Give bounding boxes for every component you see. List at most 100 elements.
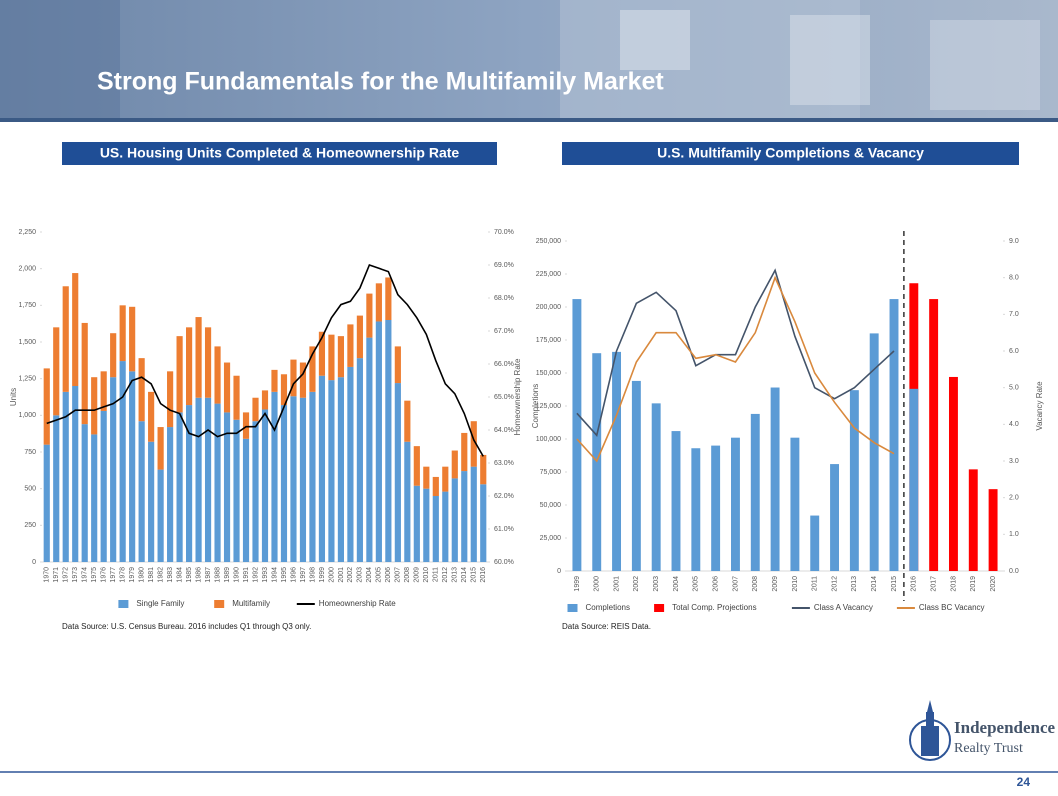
bar bbox=[461, 432, 468, 472]
bar bbox=[62, 391, 69, 562]
chart-title: U.S. Multifamily Completions & Vacancy bbox=[657, 145, 924, 161]
x-tick-label: 1992 bbox=[252, 567, 259, 583]
bar bbox=[869, 333, 879, 571]
bar bbox=[167, 427, 174, 562]
y-tick-label: 1,000 bbox=[18, 412, 36, 419]
bar bbox=[223, 412, 231, 562]
bar bbox=[347, 366, 354, 562]
y-tick-label: 1,750 bbox=[18, 302, 36, 309]
bar bbox=[214, 346, 221, 404]
bar bbox=[404, 400, 411, 442]
y-tick-label: 200,000 bbox=[536, 304, 561, 311]
x-tick-label: 2016 bbox=[480, 567, 487, 583]
chart: U.S. Multifamily Completions & Vacancy 0 2… bbox=[531, 142, 1044, 631]
x-tick-label: 2010 bbox=[423, 567, 430, 583]
bar bbox=[337, 336, 344, 378]
bar bbox=[148, 441, 155, 562]
bar bbox=[110, 377, 117, 562]
x-tick-label: 2013 bbox=[452, 567, 459, 583]
y-tick-label: 2,250 bbox=[18, 229, 36, 236]
x-tick-label: 2004 bbox=[366, 567, 373, 583]
bar bbox=[261, 409, 269, 562]
x-tick-label: 1983 bbox=[167, 567, 174, 583]
chart-title-box bbox=[62, 142, 497, 165]
y2-tick-label: 1.0 bbox=[1009, 531, 1019, 538]
bar bbox=[204, 397, 212, 562]
x-tick-label: 1996 bbox=[290, 567, 297, 583]
x-tick-label: 1987 bbox=[205, 567, 212, 583]
x-tick-label: 2008 bbox=[752, 576, 759, 592]
bar bbox=[290, 359, 297, 397]
x-tick-label: 2016 bbox=[911, 576, 918, 592]
bar bbox=[176, 336, 183, 413]
bar bbox=[233, 375, 240, 420]
y2-tick-label: 70.0% bbox=[494, 229, 514, 236]
bar bbox=[356, 315, 363, 359]
bar bbox=[432, 496, 439, 562]
x-tick-label: 2007 bbox=[395, 567, 402, 583]
y-tick-label: 750 bbox=[24, 449, 36, 456]
y2-tick-label: 64.0% bbox=[494, 427, 514, 434]
x-tick-label: 2014 bbox=[871, 576, 878, 592]
y-tick-label: 25,000 bbox=[540, 535, 562, 542]
x-tick-label: 2001 bbox=[613, 576, 620, 592]
x-tick-label: 2011 bbox=[433, 567, 440, 582]
bar bbox=[280, 374, 288, 406]
bar bbox=[110, 333, 117, 378]
bar bbox=[91, 434, 98, 562]
y-tick-label: 1,500 bbox=[18, 339, 36, 346]
bar bbox=[480, 454, 487, 485]
bar bbox=[337, 377, 344, 562]
bar bbox=[186, 327, 193, 406]
x-tick-label: 1988 bbox=[214, 567, 221, 583]
x-tick-label: 1990 bbox=[233, 567, 240, 583]
bar bbox=[43, 368, 50, 445]
bar bbox=[186, 405, 193, 562]
bar bbox=[299, 362, 307, 398]
x-tick-label: 2015 bbox=[891, 576, 898, 592]
line bbox=[46, 263, 484, 457]
bar bbox=[176, 412, 183, 562]
y2-tick-label: 66.0% bbox=[494, 361, 514, 368]
bar bbox=[948, 376, 958, 571]
y2-tick-label: 2.0 bbox=[1009, 495, 1019, 502]
bar bbox=[195, 397, 202, 562]
bar bbox=[375, 321, 382, 562]
bar bbox=[470, 466, 477, 562]
legend-label: Class BC Vacancy bbox=[919, 603, 985, 612]
bar bbox=[100, 410, 107, 562]
x-tick-label: 1982 bbox=[157, 567, 164, 583]
x-tick-label: 1997 bbox=[300, 567, 307, 583]
bar bbox=[81, 322, 88, 425]
bar bbox=[280, 405, 288, 562]
bar bbox=[413, 485, 420, 562]
bar bbox=[119, 361, 126, 562]
y2-tick-label: 62.0% bbox=[494, 493, 514, 500]
bar bbox=[711, 445, 721, 571]
legend-swatch bbox=[654, 604, 665, 612]
x-tick-label: 2002 bbox=[347, 567, 354, 583]
bar bbox=[100, 371, 107, 411]
x-tick-label: 1986 bbox=[195, 567, 202, 583]
bar bbox=[413, 446, 420, 486]
x-tick-label: 2011 bbox=[812, 576, 819, 591]
bar bbox=[119, 305, 126, 362]
bar bbox=[385, 320, 392, 562]
logo: Independence Realty Trust bbox=[909, 700, 1056, 761]
x-tick-label: 1970 bbox=[44, 567, 51, 583]
bar bbox=[988, 489, 998, 571]
bar bbox=[461, 471, 468, 562]
x-tick-label: 2004 bbox=[673, 576, 680, 592]
y2-tick-label: 60.0% bbox=[494, 559, 514, 566]
x-tick-label: 2000 bbox=[594, 576, 601, 592]
y2-tick-label: 8.0 bbox=[1009, 275, 1019, 282]
chart-title: US. Housing Units Completed & Homeowners… bbox=[100, 145, 460, 161]
legend-label: Homeownership Rate bbox=[319, 599, 396, 608]
bar bbox=[385, 277, 392, 320]
source-note: Data Source: REIS Data. bbox=[562, 622, 651, 631]
bar bbox=[929, 299, 939, 571]
bar bbox=[442, 466, 449, 492]
bar bbox=[242, 412, 250, 439]
x-tick-label: 2013 bbox=[851, 576, 858, 592]
